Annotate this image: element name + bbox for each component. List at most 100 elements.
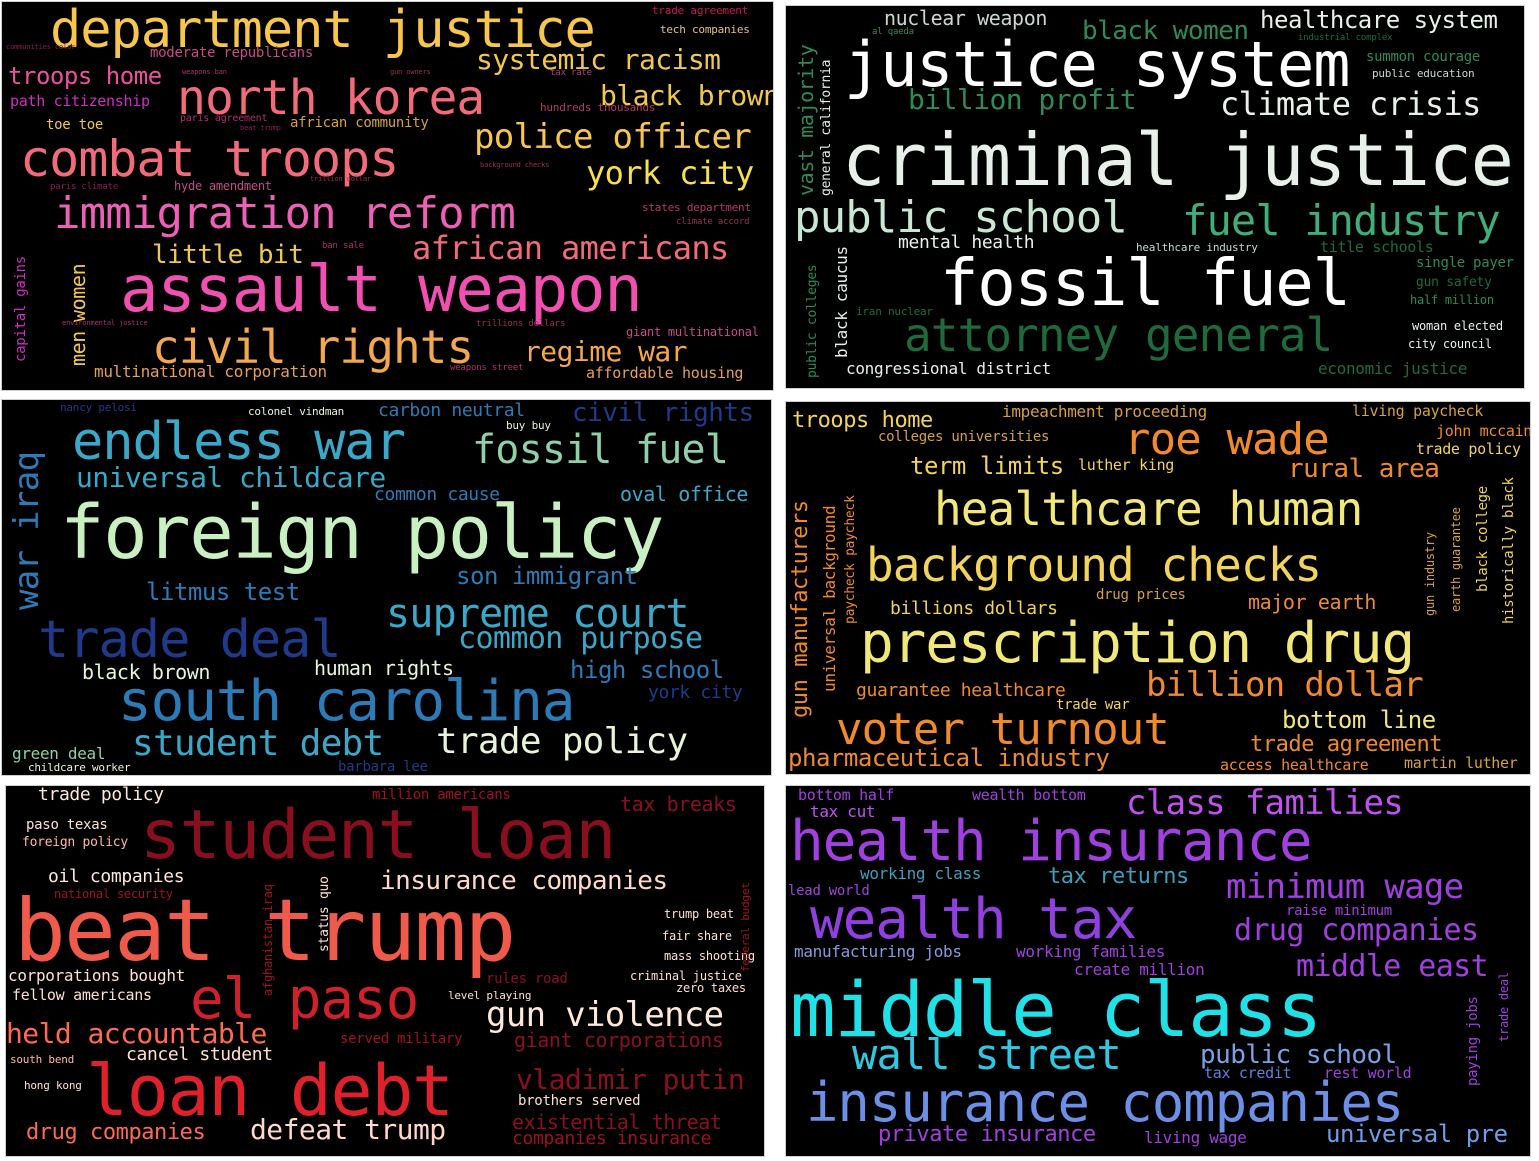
word: paycheck paycheck: [843, 495, 858, 624]
word: vladimir putin: [516, 1063, 745, 1096]
word: student debt: [132, 723, 384, 764]
word: million americans: [372, 787, 511, 803]
word: fossil fuel: [940, 247, 1351, 321]
word: gun safety: [1416, 275, 1492, 290]
word: insurance companies: [806, 1071, 1404, 1134]
word: civil rights: [572, 400, 754, 428]
word: troops home: [792, 408, 933, 433]
word: vast majority: [794, 44, 818, 196]
word: black brown: [82, 660, 211, 684]
word: drug prices: [1096, 587, 1186, 603]
word: trade agreement: [652, 4, 749, 17]
word: title schools: [1320, 238, 1434, 256]
word: roe wade: [1124, 414, 1330, 465]
word: held accountable: [6, 1017, 267, 1050]
word: criminal justice: [842, 118, 1514, 202]
word: trade agreement: [1250, 732, 1443, 757]
word: loan debt: [86, 1050, 454, 1132]
word: middle east: [1296, 949, 1489, 984]
word: tax returns: [1048, 864, 1189, 889]
word: middle class: [790, 965, 1322, 1054]
word: tech companies: [660, 23, 750, 36]
word: served military: [340, 1031, 463, 1047]
word: climate crisis: [1220, 85, 1481, 123]
word: north korea: [177, 70, 485, 126]
word: little bit: [152, 240, 304, 270]
word: summon courage: [1366, 49, 1481, 65]
word: attorney general: [904, 308, 1333, 362]
word: fellow americans: [12, 986, 152, 1004]
word: paso texas: [26, 817, 108, 833]
word: billions dollars: [890, 598, 1058, 619]
word: immigration reform: [54, 188, 516, 239]
word: prescription drug: [860, 611, 1415, 676]
word: access healthcare: [1220, 756, 1369, 774]
word: companies insurance: [512, 1128, 712, 1149]
word: gun violence: [486, 995, 724, 1035]
word: weapons street: [450, 363, 524, 373]
word: nuclear weapon: [884, 6, 1047, 30]
word: fuel industry: [1182, 196, 1501, 245]
word: giant corporations: [514, 1028, 724, 1052]
word: son immigrant: [456, 562, 638, 590]
word: rules road: [486, 971, 568, 987]
word: corporations bought: [8, 966, 185, 985]
word: colleges universities: [878, 429, 1050, 445]
word: tax credit: [1204, 1064, 1292, 1082]
word: universal pre: [1326, 1120, 1508, 1148]
word: hong kong: [24, 1079, 82, 1092]
word: climate accord: [676, 217, 750, 227]
word: beat trump: [240, 124, 281, 132]
word: barbara lee: [338, 759, 428, 775]
word: historically black: [1501, 477, 1517, 624]
word: carbon neutral: [378, 400, 525, 421]
word: capital gains: [13, 256, 29, 362]
word: oval office: [620, 482, 749, 506]
word: black brown: [600, 79, 773, 112]
word: trade deal: [1497, 972, 1511, 1042]
word: background checks: [480, 161, 550, 169]
word: paying jobs: [1465, 996, 1481, 1086]
word: york city: [648, 682, 743, 703]
word: drug companies: [26, 1120, 206, 1145]
word: high school: [570, 656, 724, 684]
word: human rights: [314, 656, 454, 680]
word: impeachment proceeding: [1002, 402, 1207, 421]
word: assault weapon: [120, 253, 643, 327]
word: john mccain: [1436, 422, 1530, 440]
word: public education: [1372, 67, 1475, 80]
word: trade policy: [436, 721, 688, 762]
word: general california: [819, 59, 834, 196]
word: foreign policy: [22, 835, 128, 850]
word: living paycheck: [1352, 402, 1483, 420]
word: wealth tax: [810, 887, 1137, 952]
word: lead world: [788, 883, 870, 899]
word: oil companies: [48, 866, 185, 887]
word: fair share: [662, 929, 732, 943]
word: rest world: [1324, 1064, 1412, 1082]
word: communities color: [6, 43, 76, 51]
word: wealth bottom: [972, 786, 1086, 804]
word: childcare worker: [28, 761, 131, 774]
word: cancel student: [126, 1044, 273, 1065]
word: supreme court: [386, 591, 689, 637]
word: criminal justice: [630, 969, 742, 983]
word: guarantee healthcare: [856, 680, 1066, 701]
wordcloud-panel-5: trade policy million americans tax break…: [5, 785, 765, 1157]
word: el paso: [190, 967, 419, 1032]
word: tax breaks: [620, 792, 737, 816]
word: moderate republicans: [150, 45, 313, 61]
word: police officer: [474, 117, 752, 157]
word: gun owners: [390, 68, 431, 76]
word: regime war: [524, 335, 688, 368]
wordcloud-panel-2: nuclear weapon black women healthcare sy…: [785, 5, 1525, 389]
word: working families: [1016, 942, 1166, 961]
word: green deal: [12, 744, 106, 763]
word: healthcare human: [934, 482, 1363, 536]
word: working class: [860, 864, 982, 883]
word: foreign policy: [60, 490, 664, 576]
word: martin luther: [1404, 754, 1518, 772]
word: women: [66, 263, 90, 322]
word: defeat trump: [250, 1113, 446, 1146]
word: black caucus: [832, 246, 851, 358]
